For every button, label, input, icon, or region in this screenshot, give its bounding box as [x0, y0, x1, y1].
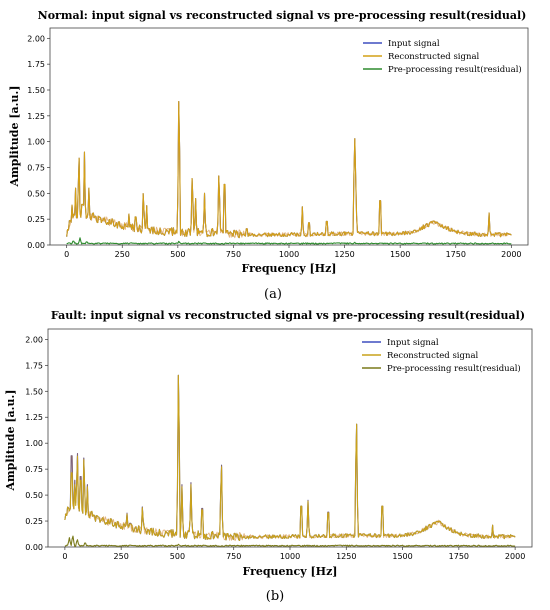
legend: Input signal Reconstructed signal Pre-pr… — [362, 338, 521, 374]
panel-a: Normal: input signal vs reconstructed si… — [8, 9, 529, 302]
y-tick-label: 1.25 — [25, 413, 43, 422]
x-axis-label: Frequency [Hz] — [242, 565, 337, 578]
y-axis-label: Amplitude [a.u.] — [4, 389, 17, 491]
x-tick-label: 2000 — [501, 250, 521, 259]
series-reconstructed-signal-line — [66, 100, 512, 239]
series-reconstructed-signal-line — [64, 374, 516, 541]
x-tick-label: 1000 — [279, 250, 299, 259]
x-tick-label: 250 — [115, 250, 130, 259]
y-tick-label: 0.00 — [27, 241, 45, 250]
y-tick-label: 2.00 — [25, 335, 43, 344]
legend-label-reconstructed: Reconstructed signal — [387, 351, 479, 361]
axis-ticks: 0 250 500 750 1000 1250 1500 1750 2000 0.00 0.25 0.… — [27, 34, 521, 259]
y-tick-label: 0.75 — [27, 164, 45, 173]
y-tick-label: 1.25 — [27, 112, 45, 121]
x-tick-label: 0 — [62, 552, 67, 561]
chart-title: Normal: input signal vs reconstructed si… — [38, 9, 527, 22]
x-axis-label: Frequency [Hz] — [241, 262, 336, 275]
series-residual-line — [66, 237, 512, 245]
legend-label-input: Input signal — [388, 39, 440, 49]
x-tick-label: 1250 — [334, 250, 354, 259]
x-tick-label: 1500 — [392, 552, 412, 561]
x-tick-label: 500 — [170, 552, 185, 561]
y-axis-label: Amplitude [a.u.] — [8, 85, 21, 187]
plot-area — [47, 328, 533, 548]
panel-b: Fault: input signal vs reconstructed sig… — [4, 309, 533, 604]
x-tick-label: 1750 — [446, 250, 466, 259]
x-tick-label: 1500 — [390, 250, 410, 259]
x-tick-label: 750 — [226, 250, 241, 259]
panel-caption: (b) — [266, 589, 284, 604]
series-lines — [66, 100, 512, 245]
y-tick-label: 1.00 — [25, 439, 43, 448]
legend-label-residual: Pre-processing result(residual) — [388, 64, 522, 75]
y-tick-label: 2.00 — [27, 34, 45, 43]
y-tick-label: 1.75 — [27, 60, 45, 69]
y-tick-label: 0.50 — [25, 491, 43, 500]
y-tick-label: 0.25 — [25, 517, 43, 526]
x-tick-label: 250 — [114, 552, 129, 561]
legend-label-reconstructed: Reconstructed signal — [388, 52, 480, 62]
panel-caption: (a) — [264, 287, 282, 302]
y-tick-label: 0.75 — [25, 465, 43, 474]
series-residual-line — [64, 535, 516, 547]
x-tick-label: 2000 — [505, 552, 525, 561]
y-tick-label: 1.50 — [27, 86, 45, 95]
legend-label-residual: Pre-processing result(residual) — [387, 363, 521, 374]
plot-area — [49, 27, 529, 246]
x-tick-label: 1000 — [280, 552, 300, 561]
y-tick-label: 0.25 — [27, 215, 45, 224]
x-tick-label: 0 — [64, 250, 69, 259]
series-lines — [64, 374, 516, 547]
legend-label-input: Input signal — [387, 338, 439, 348]
y-tick-label: 1.00 — [27, 138, 45, 147]
x-tick-label: 750 — [226, 552, 241, 561]
y-tick-label: 0.00 — [25, 543, 43, 552]
x-tick-label: 500 — [170, 250, 185, 259]
y-tick-label: 1.50 — [25, 387, 43, 396]
x-tick-label: 1750 — [449, 552, 469, 561]
y-tick-label: 1.75 — [25, 361, 43, 370]
y-tick-label: 0.50 — [27, 189, 45, 198]
chart-title: Fault: input signal vs reconstructed sig… — [51, 309, 525, 322]
axis-ticks: 0 250 500 750 1000 1250 1500 1750 2000 0.00 0.25 0.… — [25, 335, 525, 561]
x-tick-label: 1250 — [336, 552, 356, 561]
legend: Input signal Reconstructed signal Pre-pr… — [363, 39, 522, 75]
